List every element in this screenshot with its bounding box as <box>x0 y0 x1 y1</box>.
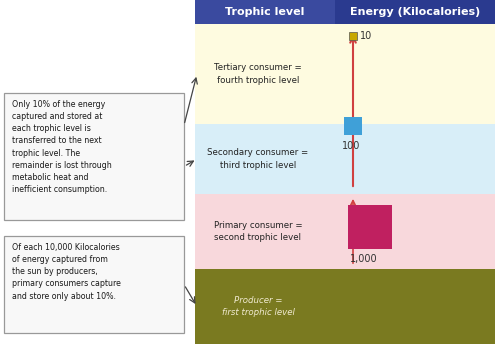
Bar <box>344 117 362 135</box>
Bar <box>195 124 495 194</box>
Bar <box>195 0 335 24</box>
Text: Tertiary consumer =
fourth trophic level: Tertiary consumer = fourth trophic level <box>214 63 302 85</box>
Text: Only 10% of the energy
captured and stored at
each trophic level is
transferred : Only 10% of the energy captured and stor… <box>12 100 112 194</box>
Text: 100: 100 <box>342 141 360 151</box>
Bar <box>335 0 495 24</box>
Text: 1,000: 1,000 <box>350 254 378 264</box>
Text: Trophic level: Trophic level <box>225 7 305 17</box>
Bar <box>195 194 495 269</box>
Bar <box>195 269 495 344</box>
Text: 10: 10 <box>360 31 372 41</box>
Text: Primary consumer =
second trophic level: Primary consumer = second trophic level <box>214 221 302 242</box>
Text: Producer =
first trophic level: Producer = first trophic level <box>222 296 295 317</box>
FancyBboxPatch shape <box>4 236 184 333</box>
Text: Secondary consumer =
third trophic level: Secondary consumer = third trophic level <box>207 148 308 170</box>
FancyBboxPatch shape <box>4 93 184 220</box>
Bar <box>195 24 495 124</box>
Bar <box>348 204 392 248</box>
Text: Of each 10,000 Kilocalories
of energy captured from
the sun by producers,
primar: Of each 10,000 Kilocalories of energy ca… <box>12 243 121 301</box>
Text: Energy (Kilocalories): Energy (Kilocalories) <box>350 7 480 17</box>
Bar <box>349 32 357 40</box>
